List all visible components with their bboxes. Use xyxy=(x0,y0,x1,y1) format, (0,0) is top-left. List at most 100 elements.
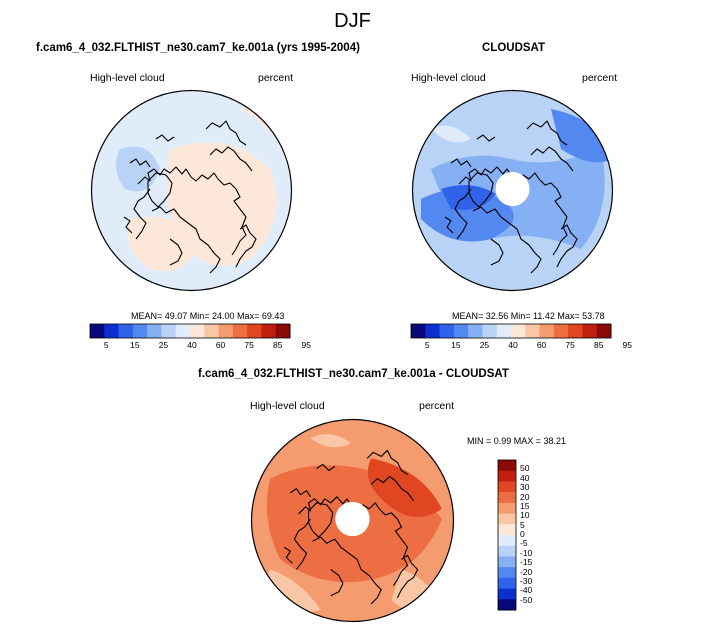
colorbar-tick-label: 5 xyxy=(424,340,430,350)
coastline xyxy=(235,224,257,268)
coastline xyxy=(370,476,415,502)
colorbar-swatch xyxy=(190,324,205,338)
coastline xyxy=(366,449,408,476)
panel1-left-label: High-level cloud xyxy=(90,72,165,84)
colorbar-tick-label: -15 xyxy=(520,557,533,568)
panel3-polar-map xyxy=(250,418,455,623)
coastline xyxy=(454,188,472,240)
colorbar-swatch xyxy=(498,599,516,611)
coastline xyxy=(293,518,312,570)
colorbar-swatch xyxy=(439,324,455,338)
coastline xyxy=(290,488,312,498)
colorbar-swatch xyxy=(218,324,234,338)
colorbar-swatch xyxy=(232,324,248,338)
colorbar-swatch xyxy=(482,324,498,338)
colorbar-tick-label: 15 xyxy=(130,340,140,350)
coastline xyxy=(133,188,151,240)
colorbar-swatch xyxy=(498,588,516,600)
coastline xyxy=(209,146,253,172)
cloud-field-region xyxy=(421,189,514,242)
panel3-left-label: High-level cloud xyxy=(250,400,325,412)
coastline xyxy=(490,238,504,266)
coastline xyxy=(330,569,344,597)
colorbar-tick-label: 95 xyxy=(622,340,633,350)
colorbar-tick-label: 40 xyxy=(508,340,518,350)
colorbar-tick-label: -30 xyxy=(520,575,533,586)
colorbar-swatch xyxy=(425,324,441,338)
colorbar-tick-label: 5 xyxy=(103,340,109,350)
colorbar-tick-label: 50 xyxy=(520,463,530,474)
colorbar-swatch xyxy=(161,324,177,338)
colorbar-tick-label: 5 xyxy=(520,519,525,530)
coastline xyxy=(476,134,496,142)
colorbar-tick-label: -40 xyxy=(520,585,533,596)
coastline xyxy=(284,546,293,564)
colorbar-tick-label: 15 xyxy=(520,500,530,511)
colorbar-swatch xyxy=(498,502,516,515)
panel2-left-label: High-level cloud xyxy=(411,72,486,84)
colorbar-swatch xyxy=(498,535,516,547)
colorbar-swatch xyxy=(511,324,526,338)
colorbar-swatch xyxy=(568,324,583,338)
panel2-units-label: percent xyxy=(582,72,618,84)
colorbar-swatch xyxy=(498,492,516,504)
coastline xyxy=(526,120,568,146)
colorbar-swatch xyxy=(90,324,105,338)
colorbar-swatch xyxy=(147,324,162,338)
colorbar-tick-label: 85 xyxy=(272,340,283,350)
colorbar-tick-label: -10 xyxy=(520,547,533,558)
colorbar-swatch xyxy=(498,513,516,525)
colorbar-swatch xyxy=(498,556,516,568)
greenland-coastline xyxy=(308,502,334,538)
colorbar-tick-label: 25 xyxy=(158,340,169,350)
colorbar-swatch xyxy=(498,481,516,493)
colorbar-swatch xyxy=(498,524,516,536)
colorbar-tick-label: 15 xyxy=(451,340,461,350)
cloud-field-region xyxy=(431,125,471,143)
coastline xyxy=(205,120,247,146)
colorbar-tick-label: 85 xyxy=(593,340,604,350)
cloud-field-region xyxy=(127,216,200,271)
coastline xyxy=(169,238,183,266)
panel1-units-label: percent xyxy=(258,72,294,84)
map-boundary xyxy=(411,89,614,292)
coastline xyxy=(151,206,221,274)
panel2-polar-map xyxy=(411,89,614,292)
polar-data-gap xyxy=(495,172,530,206)
colorbar-swatch xyxy=(496,324,512,338)
colorbar-tick-label: 75 xyxy=(244,340,254,350)
colorbar-swatch xyxy=(411,324,426,338)
colorbar-swatch xyxy=(104,324,120,338)
coastline xyxy=(123,216,133,234)
colorbar-swatch xyxy=(498,470,516,482)
panel3-colorbar xyxy=(497,459,517,611)
panel2-stats: MEAN= 32.56 Min= 11.42 Max= 53.78 xyxy=(452,311,605,321)
map-boundary xyxy=(90,89,293,292)
colorbar-swatch xyxy=(582,324,598,338)
colorbar-tick-label: 20 xyxy=(520,491,530,502)
colorbar-tick-label: 60 xyxy=(536,340,547,350)
cloud-field-region xyxy=(310,434,351,448)
polar-data-gap xyxy=(335,501,370,537)
colorbar-tick-label: 10 xyxy=(520,510,530,521)
coastline xyxy=(316,463,336,472)
cloud-field-region xyxy=(367,458,442,517)
colorbar-swatch xyxy=(247,324,262,338)
colorbar-tick-label: 40 xyxy=(520,472,530,483)
panel1-polar-map xyxy=(90,89,293,292)
colorbar-swatch xyxy=(498,460,516,472)
colorbar-swatch xyxy=(539,324,555,338)
greenland-coastline xyxy=(147,172,173,208)
colorbar-swatch xyxy=(175,324,191,338)
colorbar-tick-label: -5 xyxy=(520,538,528,549)
panel2-colorbar xyxy=(410,323,612,339)
panel3-units-label: percent xyxy=(419,400,455,412)
panel2-title: CLOUDSAT xyxy=(482,42,546,54)
colorbar-swatch xyxy=(553,324,569,338)
colorbar-swatch xyxy=(498,577,516,590)
colorbar-swatch xyxy=(596,324,612,338)
season-title: DJF xyxy=(334,10,371,32)
colorbar-tick-label: -20 xyxy=(520,566,533,577)
colorbar-tick-label: 25 xyxy=(479,340,490,350)
cloud-field-region xyxy=(551,109,613,163)
